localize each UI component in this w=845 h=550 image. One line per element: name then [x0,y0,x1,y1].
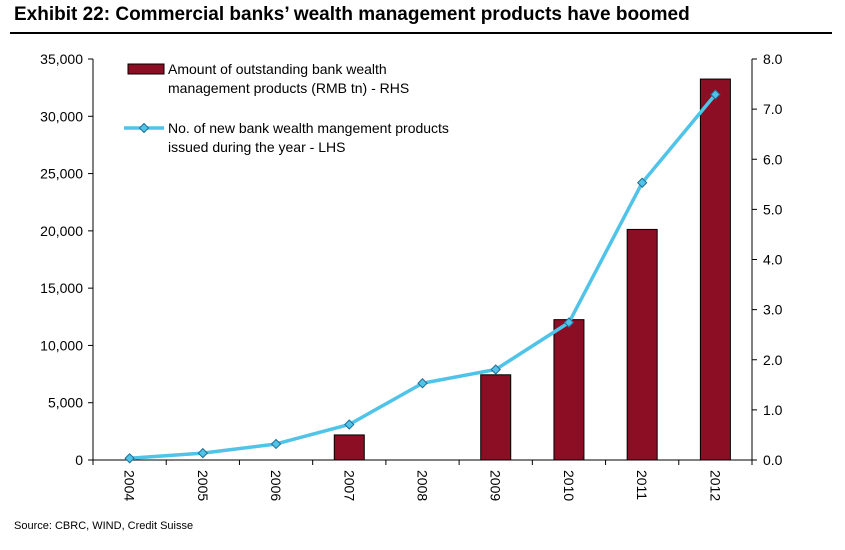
legend-bar-swatch [127,63,165,75]
line-marker [490,364,501,375]
line-marker [344,419,355,430]
left-axis-tick-label: 15,000 [40,280,83,296]
left-axis-tick-label: 35,000 [40,51,83,67]
bar [553,319,585,461]
line-marker [636,177,648,188]
right-axis-tick-label: 4.0 [763,252,783,268]
left-axis-tick-label: 0 [75,452,83,468]
legend-line-label-line2: issued during the year - LHS [168,139,345,155]
title-divider [10,32,832,34]
right-axis-tick-label: 3.0 [763,302,783,318]
source-note: Source: CBRC, WIND, Credit Suisse [14,520,194,532]
line-marker [563,317,575,328]
left-axis-tick-label: 30,000 [40,108,83,124]
x-axis-tick-label: 2005 [195,470,211,501]
bar [480,374,512,461]
right-axis-tick-label: 1.0 [763,402,783,418]
bar [626,228,658,461]
legend-bar-label-line2: management products (RMB tn) - RHS [168,80,409,96]
right-axis-tick-label: 6.0 [763,151,783,167]
chart: 0 5,000 10,000 15,000 20,000 25,000 30,000 35,0… [40,51,783,501]
left-axis-tick-label: 10,000 [40,337,83,353]
legend-line-label-line1: No. of new bank wealth mangement product… [168,120,449,136]
x-axis-tick-label: 2006 [268,470,284,501]
x-axis-tick-label: 2011 [634,470,650,500]
right-axis-tick-label: 2.0 [763,352,783,368]
right-axis-tick-label: 0.0 [763,452,783,468]
bar [699,78,731,461]
right-axis-tick-label: 8.0 [763,51,783,67]
line-marker [710,89,721,100]
line-marker [417,378,428,389]
left-axis-tick-label: 5,000 [48,395,83,411]
x-axis-tick-label: 2010 [561,470,577,501]
right-axis-tick-label: 7.0 [763,101,783,117]
chart-title: Exhibit 22: Commercial banks’ wealth man… [14,4,690,25]
x-axis-tick-label: 2007 [341,470,357,501]
legend-bar-label-line1: Amount of outstanding bank wealth [168,61,387,77]
left-axis-tick-label: 25,000 [40,166,83,182]
line-marker [124,453,135,464]
x-axis-tick-label: 2004 [122,470,138,501]
x-axis-tick-label: 2009 [488,470,504,501]
line-marker [197,447,209,459]
legend-line-marker [138,122,150,134]
x-axis-tick-label: 2012 [707,470,723,501]
left-axis-tick-label: 20,000 [40,223,83,239]
bar [333,434,365,461]
x-axis-tick-label: 2008 [415,470,431,501]
line-marker [270,438,282,450]
right-axis-tick-label: 5.0 [763,201,783,217]
